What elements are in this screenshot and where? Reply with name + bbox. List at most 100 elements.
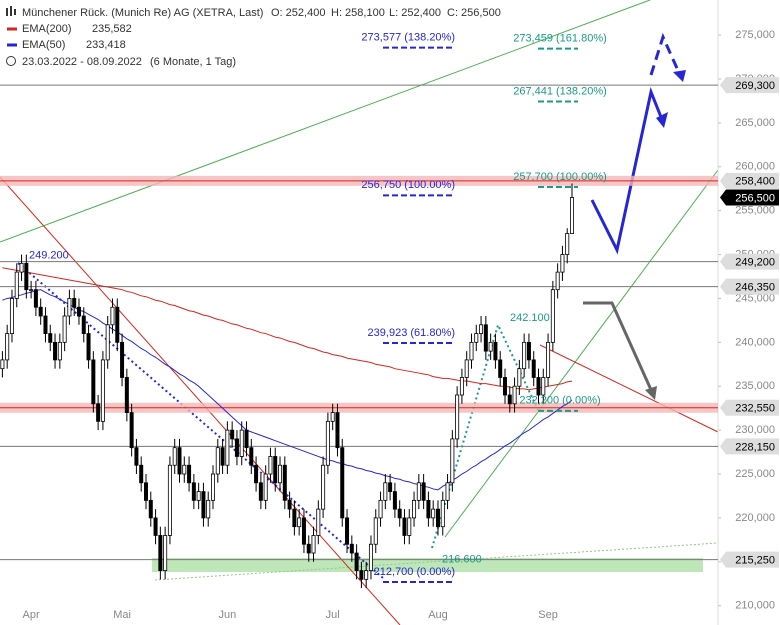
level-label: 249,200 [735,256,775,268]
candle-body [474,333,479,343]
candle-body [493,341,498,361]
level-label: 269,300 [735,80,775,92]
candle-body [316,508,321,536]
ema-line [2,289,573,491]
candle-body [158,535,163,571]
candle-body [388,482,393,492]
y-tick-label: 225,000 [735,468,775,480]
fib-label: 273,577 (138.20%) [361,32,455,44]
candle-body [373,517,378,545]
candle-body [81,315,86,334]
candle-body [48,333,53,343]
candle-body [526,341,531,361]
candle-body [19,262,24,273]
candle-body [254,464,259,484]
candle-body [502,377,507,396]
level-tag [720,77,779,94]
trend-line [0,0,651,243]
candle-body [143,482,148,501]
candle-body [459,377,464,396]
legend-swatch [7,43,17,47]
candle-body [445,482,450,501]
candle-body [359,570,364,580]
candle-body [120,341,125,378]
legend-value: 233,418 [86,39,126,51]
candle-body [29,289,34,292]
candle-body [287,499,292,510]
y-tick-label: 275,000 [735,29,775,41]
fib-label: 232,200 (0.00%) [519,395,600,407]
level-label: 256,500 [735,192,775,204]
y-tick-label: 220,000 [735,512,775,524]
projection-arrow [649,32,682,76]
candle-body [340,447,345,519]
legend-label: EMA(50) [22,39,65,51]
period: 23.03.2022 - 08.09.2022 [22,56,142,68]
candle-body [172,447,177,466]
candle-body [220,447,225,466]
candle-body [62,315,67,343]
y-tick-label: 210,000 [735,600,775,612]
candle-body [550,289,555,343]
candle-body [96,403,101,422]
candle-body [498,359,503,378]
candle-body [522,341,527,370]
candle-body [57,341,62,361]
candle-body [531,359,536,378]
candle-body [378,499,383,519]
candle-body [43,315,48,334]
candle-body [268,456,273,475]
level-label: 258,400 [735,176,775,188]
x-tick-label: Jul [326,609,340,621]
candle-body [38,306,43,317]
candle-body [129,412,134,449]
legend-label: EMA(200) [22,23,72,35]
icon [10,6,12,16]
level-tag [720,172,779,189]
level-tag [720,438,779,455]
fib-label: 257,700 (100.00%) [513,171,607,183]
candle-body [86,333,91,361]
x-tick-label: Mai [113,609,131,621]
candle-body [435,508,440,528]
candle-body [91,359,96,405]
candle-body [407,517,412,536]
candle-body [483,324,488,352]
candle-body [105,324,110,361]
candle-body [239,429,244,457]
fib-label: 273,459 (161.80%) [513,33,607,45]
candle-body [100,359,105,422]
quote-close: C: 256,500 [447,7,501,19]
candle-body [244,429,249,449]
x-tick-label: Sep [538,609,558,621]
pivot-label: 249.200 [29,249,69,261]
candle-body [230,429,235,440]
candle-body [397,508,402,519]
candle-body [278,464,283,484]
candle-body [110,306,115,326]
trend-line [444,169,719,538]
candle-body [134,447,139,466]
candle-body [570,197,575,234]
candle-body [14,271,19,299]
trend-line [539,344,719,433]
candle-body [546,341,551,378]
candle-body [560,254,565,273]
candle-body [76,306,81,317]
candle-body [426,499,431,519]
candle-body [306,543,311,554]
quote-open: O: 252,400 [271,7,325,19]
x-tick-label: Aug [428,609,448,621]
candle-body [402,517,407,536]
candle-body [258,482,263,501]
candle-body [383,482,388,501]
legend: EMA(200) 235,582 EMA(50) 233,418 [7,23,132,51]
candle-body [301,517,306,545]
period-note: (6 Monate, 1 Tag) [150,56,236,68]
candle-body [0,359,5,370]
level-label: 228,150 [735,441,775,453]
candle-body [469,341,474,361]
candle-body [153,517,158,536]
y-tick-label: 245,000 [735,292,775,304]
